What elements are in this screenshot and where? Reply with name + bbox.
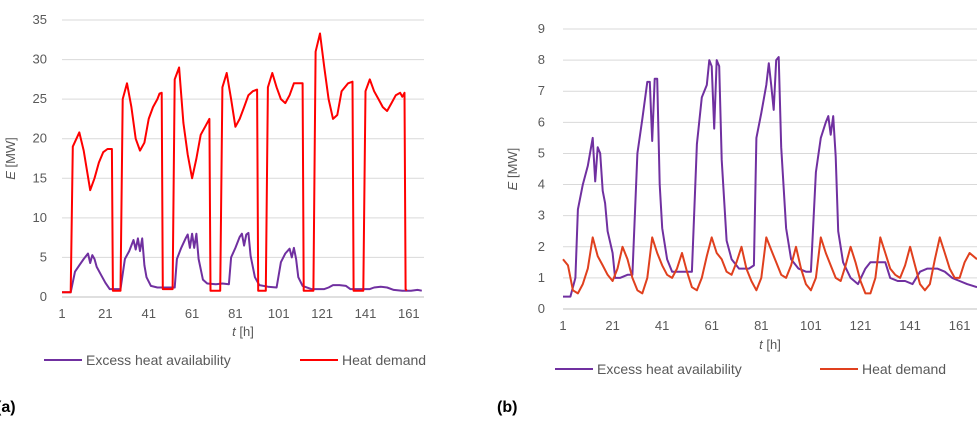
y-tick-label: 7 <box>538 83 545 98</box>
y-tick-label: 30 <box>33 52 47 67</box>
y-tick-label: 6 <box>538 114 545 129</box>
x-tick-label: 141 <box>899 318 921 333</box>
legend-entry: Excess heat availability <box>597 361 742 377</box>
x-tick-label: 161 <box>949 318 971 333</box>
y-tick-label: 8 <box>538 52 545 67</box>
x-tick-label: 81 <box>754 318 768 333</box>
x-tick-label: 21 <box>605 318 619 333</box>
legend-entry: Excess heat availability <box>86 352 231 368</box>
legend-entry: Heat demand <box>862 361 946 377</box>
x-tick-label: 141 <box>355 306 377 321</box>
y-tick-label: 9 <box>538 21 545 36</box>
y-tick-label: 5 <box>538 145 545 160</box>
y-tick-label: 0 <box>538 301 545 316</box>
x-tick-label: 1 <box>58 306 65 321</box>
y-tick-label: 10 <box>33 210 47 225</box>
panel-label: (a) <box>0 399 16 416</box>
y-tick-label: 5 <box>40 249 47 264</box>
x-tick-label: 101 <box>268 306 290 321</box>
panel-label: (b) <box>497 399 517 416</box>
y-tick-label: 3 <box>538 208 545 223</box>
y-tick-label: 0 <box>40 289 47 304</box>
x-tick-label: 61 <box>705 318 719 333</box>
x-tick-label: 101 <box>800 318 822 333</box>
x-tick-label: 121 <box>311 306 333 321</box>
x-tick-label: 21 <box>98 306 112 321</box>
x-tick-label: 61 <box>185 306 199 321</box>
x-axis-label: t [h] <box>759 337 781 352</box>
y-tick-label: 1 <box>538 270 545 285</box>
series-line-heat-demand <box>562 236 977 295</box>
y-tick-label: 25 <box>33 91 47 106</box>
x-tick-label: 41 <box>655 318 669 333</box>
x-tick-label: 161 <box>398 306 420 321</box>
y-tick-label: 15 <box>33 170 47 185</box>
series-line-excess-heat <box>62 231 422 294</box>
x-tick-label: 41 <box>141 306 155 321</box>
legend-entry: Heat demand <box>342 352 426 368</box>
y-tick-label: 4 <box>538 177 545 192</box>
x-tick-label: 1 <box>559 318 566 333</box>
x-tick-label: 81 <box>228 306 242 321</box>
series-line-excess-heat <box>563 56 977 298</box>
x-axis-label: t [h] <box>232 324 254 339</box>
series-line-heat-demand <box>62 32 408 294</box>
y-axis-label: E [MW] <box>505 148 520 191</box>
y-tick-label: 35 <box>33 12 47 27</box>
y-tick-label: 20 <box>33 131 47 146</box>
y-tick-label: 2 <box>538 239 545 254</box>
y-axis-label: E [MW] <box>3 137 18 180</box>
x-tick-label: 121 <box>850 318 872 333</box>
